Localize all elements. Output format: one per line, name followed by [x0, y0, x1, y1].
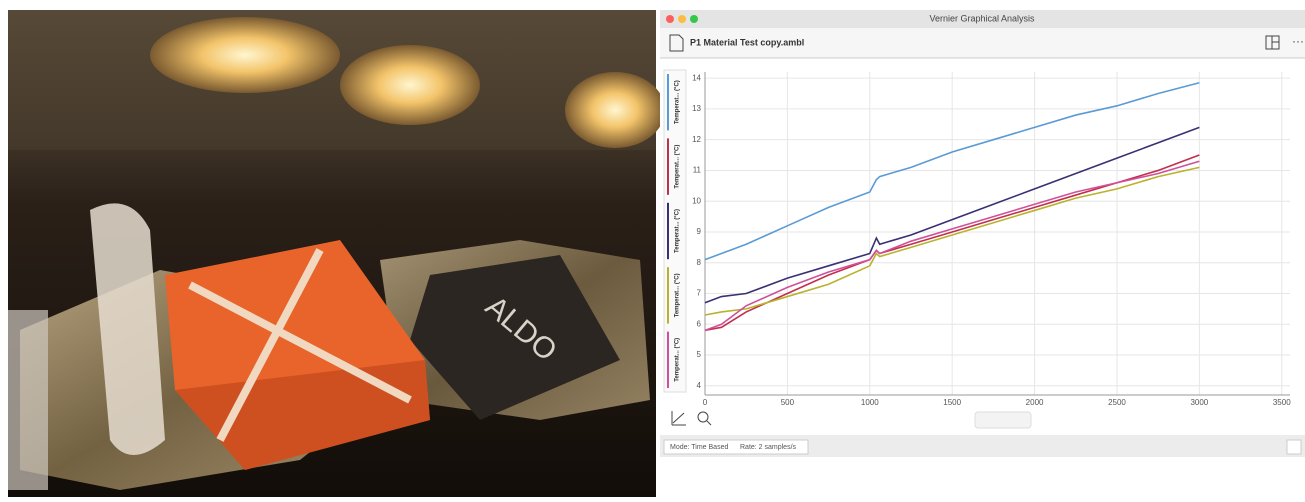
lamp [150, 17, 340, 93]
status-rate: Rate: 2 samples/s [740, 444, 797, 451]
bag [8, 310, 48, 490]
y-tick-label: 9 [697, 227, 702, 236]
photo-wall [8, 10, 656, 150]
y-tick-label: 11 [693, 166, 702, 175]
photo: ALDO [8, 10, 665, 497]
y-tick-label: 7 [697, 289, 702, 298]
y-tick-label: 5 [697, 350, 702, 359]
legend-label: Temperat... (°C) [675, 80, 681, 124]
y-tick-label: 8 [697, 258, 702, 267]
zoom-button[interactable] [690, 15, 698, 23]
legend-label: Temperat... (°C) [675, 273, 681, 317]
y-tick-label: 14 [692, 73, 701, 82]
x-tick-label: 2000 [1026, 398, 1044, 407]
legend-label: Temperat... (°C) [675, 338, 681, 382]
x-tick-label: 0 [703, 398, 708, 407]
status-mode: Mode: Time Based [670, 444, 728, 451]
page: ALDO Vernier Graphical Analysis P1 Mater… [0, 0, 1305, 497]
more-button[interactable]: ··· [1292, 34, 1304, 48]
app-window: Vernier Graphical Analysis P1 Material T… [660, 10, 1305, 497]
close-button[interactable] [666, 15, 674, 23]
legend-label: Temperat... (°C) [675, 209, 681, 253]
y-tick-label: 4 [697, 381, 702, 390]
lamp [340, 45, 480, 125]
minimize-button[interactable] [678, 15, 686, 23]
x-tick-label: 2500 [1108, 398, 1126, 407]
x-tick-label: 500 [781, 398, 795, 407]
y-tick-label: 13 [692, 104, 701, 113]
file-name: P1 Material Test copy.ambl [690, 37, 804, 47]
legend-label: Temperat... (°C) [675, 145, 681, 189]
y-tick-label: 10 [692, 196, 701, 205]
x-tick-label: 1500 [943, 398, 961, 407]
y-tick-label: 12 [692, 135, 701, 144]
settings-button[interactable] [1287, 440, 1301, 454]
y-tick-label: 6 [697, 319, 702, 328]
lamp [565, 72, 665, 148]
x-label-box[interactable] [975, 412, 1031, 428]
window-title: Vernier Graphical Analysis [929, 13, 1035, 23]
x-tick-label: 3500 [1273, 398, 1291, 407]
x-tick-label: 1000 [861, 398, 879, 407]
x-tick-label: 3000 [1190, 398, 1208, 407]
